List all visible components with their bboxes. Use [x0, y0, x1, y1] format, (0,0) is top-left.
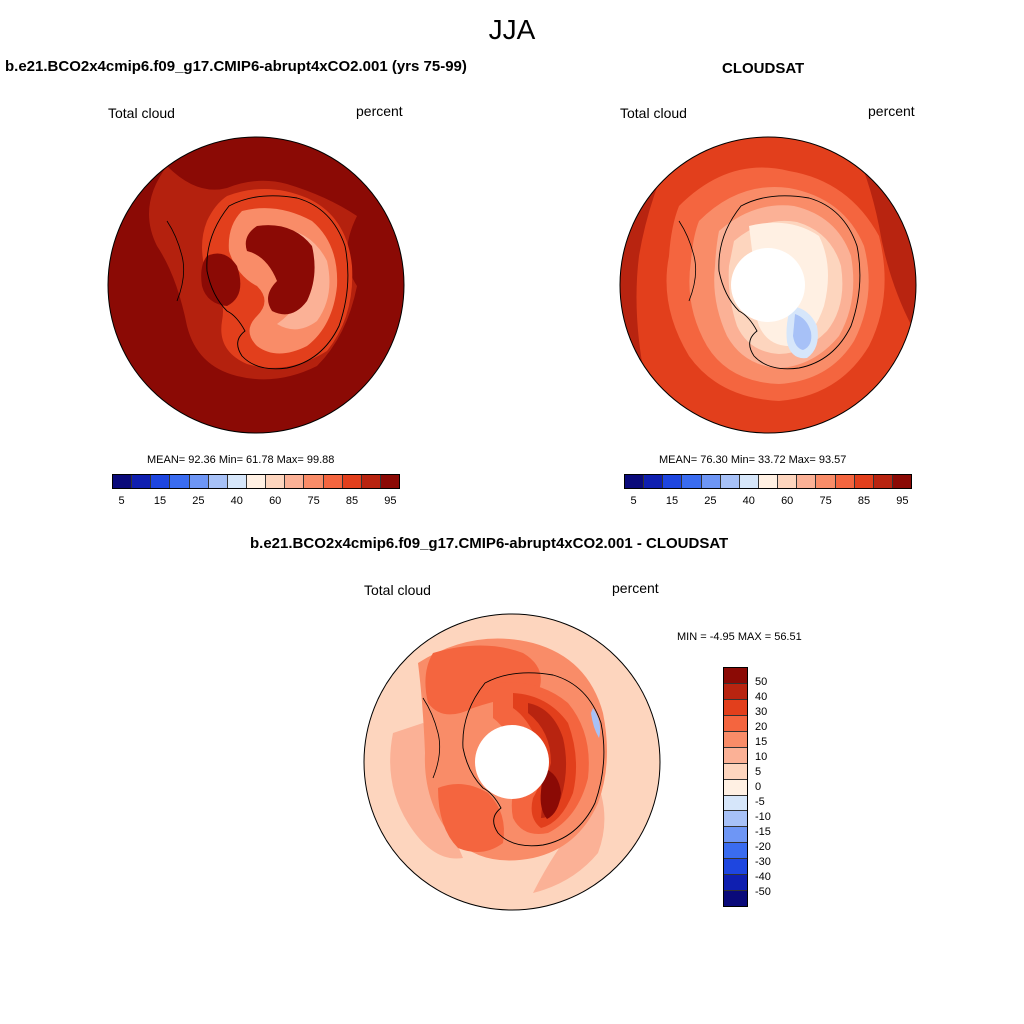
diff-polar-map: [363, 613, 661, 911]
diff-colorbar-tick-label: -50: [755, 886, 771, 898]
obs-colorbar-tick-label: 85: [857, 495, 871, 507]
model-colorbar-swatch: [132, 475, 152, 488]
diff-colorbar-swatch: [724, 843, 747, 860]
model-colorbar-swatch: [342, 475, 362, 488]
diff-stats: MIN = -4.95 MAX = 56.51: [677, 631, 802, 643]
model-colorbar-swatch: [304, 475, 324, 488]
model-colorbar-swatch: [361, 475, 381, 488]
diff-units-label: percent: [612, 580, 659, 596]
model-colorbar-swatch: [151, 475, 171, 488]
obs-colorbar-swatch: [682, 475, 702, 488]
diff-panel-title: b.e21.BCO2x4cmip6.f09_g17.CMIP6-abrupt4x…: [250, 535, 729, 552]
obs-colorbar-swatch: [625, 475, 645, 488]
model-colorbar-swatch: [246, 475, 267, 488]
obs-colorbar: [624, 474, 912, 489]
model-stats: MEAN= 92.36 Min= 61.78 Max= 99.88: [147, 454, 335, 466]
model-colorbar-tick-label: 5: [118, 495, 125, 507]
obs-colorbar-tick-label: 40: [742, 495, 755, 507]
diff-colorbar-swatch: [724, 795, 747, 812]
season-title: JJA: [488, 14, 536, 45]
model-panel-title: b.e21.BCO2x4cmip6.f09_g17.CMIP6-abrupt4x…: [5, 58, 467, 75]
model-colorbar-swatch: [208, 475, 228, 488]
obs-colorbar-swatch: [739, 475, 759, 488]
model-colorbar-ticks: 5 15 25 40 60 75 85 95: [112, 495, 400, 509]
diff-colorbar-swatch: [724, 811, 747, 828]
obs-panel-title: CLOUDSAT: [722, 60, 805, 77]
model-colorbar-tick-label: 40: [230, 495, 243, 507]
diff-colorbar-swatch: [724, 747, 747, 764]
diff-colorbar-tick-label: -10: [755, 811, 771, 823]
obs-colorbar-swatch: [701, 475, 721, 488]
model-units-label: percent: [356, 103, 403, 119]
diff-colorbar-swatch: [724, 891, 747, 907]
obs-colorbar-tick-label: 5: [630, 495, 637, 507]
obs-colorbar-ticks: 5 15 25 40 60 75 85 95: [624, 495, 912, 509]
obs-stats: MEAN= 76.30 Min= 33.72 Max= 93.57: [659, 454, 847, 466]
diff-colorbar-tick-label: 50: [755, 676, 768, 688]
diff-colorbar: [723, 667, 748, 907]
diff-colorbar-tick-label: -40: [755, 871, 771, 883]
model-colorbar-swatch: [380, 475, 400, 488]
diff-colorbar-tick-label: -5: [755, 796, 765, 808]
obs-colorbar-swatch: [644, 475, 664, 488]
model-colorbar-tick-label: 25: [192, 495, 205, 507]
model-colorbar-swatch: [189, 475, 209, 488]
diff-colorbar-swatch: [724, 763, 747, 780]
model-colorbar-tick-label: 85: [345, 495, 359, 507]
diff-colorbar-ticks: 50 40 30 20 15 10 5 0 -5 -10 -15 -20 -30 -40 -50: [755, 667, 795, 907]
diff-colorbar-swatch: [724, 779, 747, 796]
model-colorbar-tick-label: 15: [153, 495, 167, 507]
obs-colorbar-swatch: [797, 475, 817, 488]
diff-colorbar-tick-label: 40: [755, 691, 768, 703]
diff-colorbar-tick-label: -20: [755, 841, 771, 853]
diff-colorbar-tick-label: -15: [755, 826, 771, 838]
model-variable-label: Total cloud: [108, 105, 175, 121]
diff-colorbar-swatch: [724, 731, 747, 748]
obs-variable-label: Total cloud: [620, 105, 687, 121]
diff-colorbar-tick-label: 30: [755, 706, 768, 718]
diff-colorbar-tick-label: 10: [755, 751, 768, 763]
obs-colorbar-swatch: [816, 475, 836, 488]
model-colorbar: [112, 474, 400, 489]
diff-colorbar-swatch: [724, 699, 747, 716]
obs-units-label: percent: [868, 103, 915, 119]
obs-colorbar-swatch: [778, 475, 798, 488]
diff-colorbar-swatch: [724, 715, 747, 732]
model-colorbar-tick-label: 95: [384, 495, 397, 507]
obs-colorbar-tick-label: 25: [704, 495, 717, 507]
obs-colorbar-tick-label: 60: [781, 495, 794, 507]
obs-colorbar-swatch: [854, 475, 874, 488]
diff-colorbar-swatch: [724, 683, 747, 700]
diff-variable-label: Total cloud: [364, 582, 431, 598]
diff-colorbar-swatch: [724, 668, 747, 684]
diff-colorbar-tick-label: 20: [755, 721, 768, 733]
diff-colorbar-tick-label: 15: [755, 736, 768, 748]
model-colorbar-swatch: [266, 475, 286, 488]
obs-colorbar-swatch: [873, 475, 893, 488]
obs-polar-map: [619, 136, 917, 434]
obs-colorbar-swatch: [663, 475, 683, 488]
obs-colorbar-tick-label: 95: [896, 495, 909, 507]
model-polar-map: [107, 136, 405, 434]
diff-colorbar-tick-label: 0: [755, 781, 762, 793]
model-colorbar-swatch: [285, 475, 305, 488]
obs-colorbar-tick-label: 15: [665, 495, 679, 507]
obs-colorbar-swatch: [720, 475, 740, 488]
obs-colorbar-swatch: [758, 475, 779, 488]
model-colorbar-tick-label: 75: [307, 495, 320, 507]
obs-colorbar-tick-label: 75: [819, 495, 832, 507]
model-colorbar-swatch: [323, 475, 343, 488]
model-colorbar-swatch: [170, 475, 190, 488]
model-colorbar-swatch: [113, 475, 133, 488]
diff-colorbar-swatch: [724, 875, 747, 892]
model-colorbar-swatch: [227, 475, 247, 488]
diff-colorbar-swatch: [724, 859, 747, 876]
diff-colorbar-swatch: [724, 827, 747, 844]
model-colorbar-tick-label: 60: [269, 495, 282, 507]
obs-colorbar-swatch: [892, 475, 912, 488]
diff-colorbar-tick-label: -30: [755, 856, 771, 868]
diff-colorbar-tick-label: 5: [755, 766, 762, 778]
obs-colorbar-swatch: [835, 475, 855, 488]
